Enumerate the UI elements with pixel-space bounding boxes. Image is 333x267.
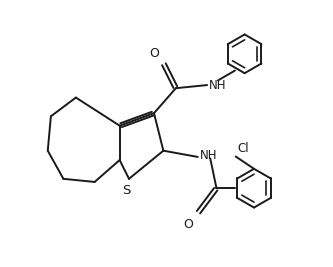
Text: Cl: Cl: [237, 142, 249, 155]
Text: S: S: [122, 184, 131, 197]
Text: O: O: [149, 47, 159, 60]
Text: NH: NH: [199, 149, 217, 162]
Text: O: O: [183, 218, 193, 231]
Text: NH: NH: [209, 78, 226, 92]
